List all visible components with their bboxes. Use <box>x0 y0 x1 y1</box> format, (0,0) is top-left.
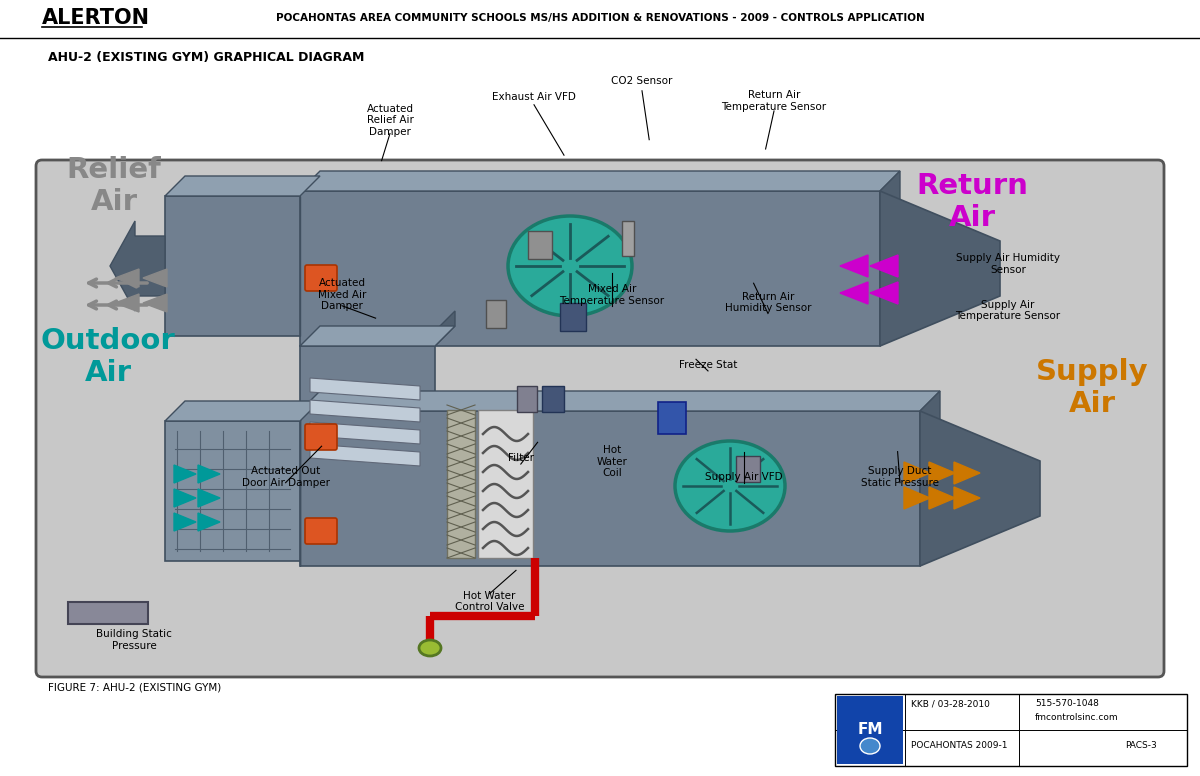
Polygon shape <box>166 421 300 561</box>
Text: Outdoor
Air: Outdoor Air <box>41 327 175 387</box>
Polygon shape <box>300 346 436 466</box>
Polygon shape <box>110 221 166 311</box>
Polygon shape <box>115 294 139 312</box>
Text: AHU-2 (EXISTING GYM) GRAPHICAL DIAGRAM: AHU-2 (EXISTING GYM) GRAPHICAL DIAGRAM <box>48 51 365 64</box>
Text: PACS-3: PACS-3 <box>1126 740 1157 750</box>
Polygon shape <box>300 411 920 566</box>
Polygon shape <box>870 255 898 277</box>
FancyBboxPatch shape <box>305 518 337 544</box>
FancyBboxPatch shape <box>68 602 148 624</box>
Text: Freeze Stat: Freeze Stat <box>679 360 737 369</box>
Polygon shape <box>478 410 533 558</box>
Text: Return Air
Humidity Sensor: Return Air Humidity Sensor <box>725 292 811 314</box>
Polygon shape <box>143 269 167 287</box>
Polygon shape <box>880 171 900 346</box>
Ellipse shape <box>508 216 632 316</box>
Polygon shape <box>880 191 1000 346</box>
Polygon shape <box>300 171 900 191</box>
Text: Hot Water
Control Valve: Hot Water Control Valve <box>455 591 524 612</box>
Text: CO2 Sensor: CO2 Sensor <box>611 77 673 86</box>
Polygon shape <box>174 513 196 531</box>
Ellipse shape <box>674 441 785 531</box>
FancyBboxPatch shape <box>528 231 552 259</box>
Polygon shape <box>174 489 196 507</box>
Text: fmcontrolsinc.com: fmcontrolsinc.com <box>1034 712 1118 722</box>
Polygon shape <box>870 282 898 304</box>
Text: 515-570-1048: 515-570-1048 <box>1034 699 1099 708</box>
Text: Return Air
Temperature Sensor: Return Air Temperature Sensor <box>721 90 827 112</box>
FancyBboxPatch shape <box>736 456 760 482</box>
Text: POCAHONTAS 2009-1: POCAHONTAS 2009-1 <box>911 740 1008 750</box>
Polygon shape <box>166 176 320 196</box>
Polygon shape <box>300 326 455 346</box>
Polygon shape <box>920 411 1040 566</box>
Polygon shape <box>840 255 868 277</box>
Polygon shape <box>166 401 320 421</box>
Text: POCAHONTAS AREA COMMUNITY SCHOOLS MS/HS ADDITION & RENOVATIONS - 2009 - CONTROLS: POCAHONTAS AREA COMMUNITY SCHOOLS MS/HS … <box>276 13 924 23</box>
FancyBboxPatch shape <box>36 160 1164 677</box>
Polygon shape <box>929 487 955 509</box>
Polygon shape <box>198 489 220 507</box>
Text: FM: FM <box>857 722 883 737</box>
FancyBboxPatch shape <box>517 386 538 412</box>
Text: Actuated
Mixed Air
Damper: Actuated Mixed Air Damper <box>318 279 366 311</box>
Polygon shape <box>310 422 420 444</box>
Polygon shape <box>143 294 167 312</box>
Polygon shape <box>904 487 930 509</box>
FancyBboxPatch shape <box>305 265 337 291</box>
FancyBboxPatch shape <box>835 694 1187 766</box>
Polygon shape <box>174 465 196 483</box>
Polygon shape <box>929 462 955 484</box>
Polygon shape <box>904 462 930 484</box>
Polygon shape <box>954 487 980 509</box>
Text: Actuated Out
Door Air Damper: Actuated Out Door Air Damper <box>241 466 330 488</box>
Ellipse shape <box>860 738 880 754</box>
Polygon shape <box>166 196 300 336</box>
Text: Actuated
Relief Air
Damper: Actuated Relief Air Damper <box>366 104 414 137</box>
Text: Supply Duct
Static Pressure: Supply Duct Static Pressure <box>862 466 940 488</box>
Text: FIGURE 7: AHU-2 (EXISTING GYM): FIGURE 7: AHU-2 (EXISTING GYM) <box>48 683 221 693</box>
Polygon shape <box>310 400 420 422</box>
Polygon shape <box>920 391 940 566</box>
Text: Filter: Filter <box>508 453 534 462</box>
Polygon shape <box>954 462 980 484</box>
Polygon shape <box>622 221 634 256</box>
Text: Supply Air Humidity
Sensor: Supply Air Humidity Sensor <box>956 253 1060 275</box>
Text: Building Static
Pressure: Building Static Pressure <box>96 629 173 651</box>
Polygon shape <box>840 282 868 304</box>
Polygon shape <box>198 513 220 531</box>
Text: KKB / 03-28-2010: KKB / 03-28-2010 <box>911 699 990 708</box>
Polygon shape <box>446 410 475 558</box>
Polygon shape <box>115 269 139 287</box>
FancyBboxPatch shape <box>658 402 686 434</box>
Text: Return
Air: Return Air <box>916 171 1028 232</box>
Polygon shape <box>198 465 220 483</box>
Polygon shape <box>310 378 420 400</box>
Text: Supply Air
Temperature Sensor: Supply Air Temperature Sensor <box>955 300 1061 321</box>
Text: Hot
Water
Coil: Hot Water Coil <box>596 445 628 478</box>
Text: Exhaust Air VFD: Exhaust Air VFD <box>492 92 576 102</box>
FancyBboxPatch shape <box>560 303 586 331</box>
Polygon shape <box>300 191 880 346</box>
Polygon shape <box>436 311 455 346</box>
FancyBboxPatch shape <box>305 424 337 450</box>
Text: Supply Air VFD: Supply Air VFD <box>706 473 782 482</box>
Text: Supply
Air: Supply Air <box>1036 358 1148 418</box>
Ellipse shape <box>419 640 442 656</box>
FancyBboxPatch shape <box>838 696 904 764</box>
Text: Mixed Air
Temperature Sensor: Mixed Air Temperature Sensor <box>559 284 665 306</box>
FancyBboxPatch shape <box>486 300 506 328</box>
FancyBboxPatch shape <box>542 386 564 412</box>
Text: ALERTON: ALERTON <box>42 8 150 28</box>
Polygon shape <box>300 391 940 411</box>
Polygon shape <box>310 444 420 466</box>
Text: Relief
Air: Relief Air <box>67 156 161 217</box>
